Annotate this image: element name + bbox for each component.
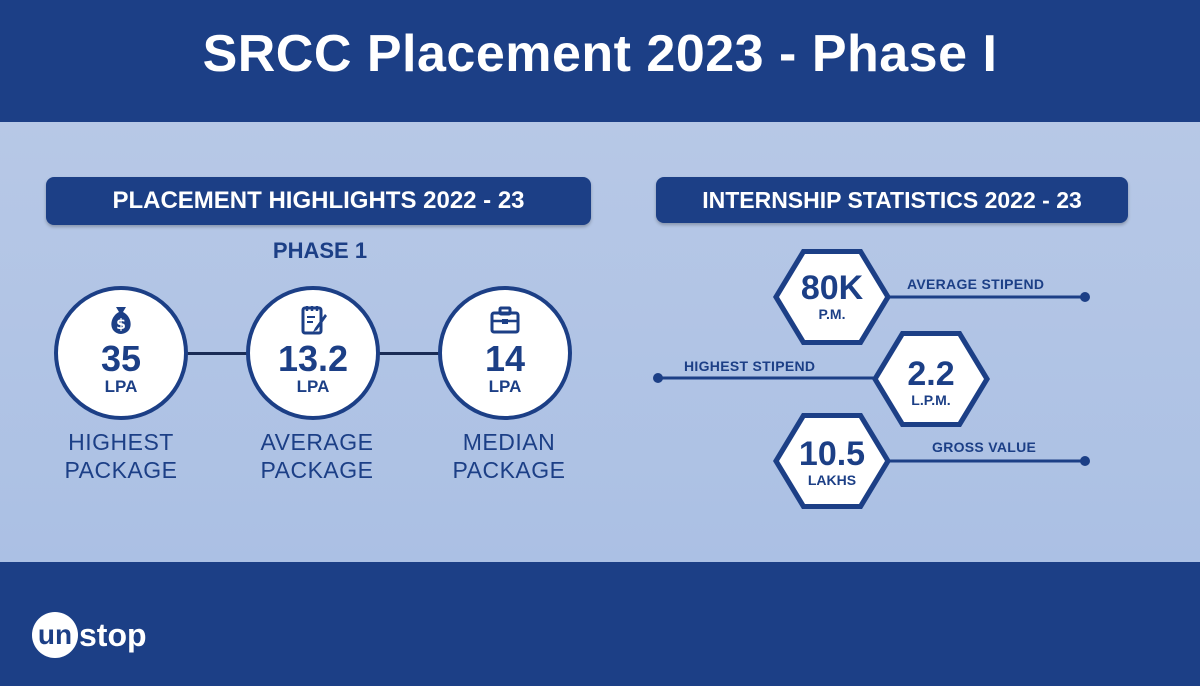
internship-heading: INTERNSHIP STATISTICS 2022 - 23 bbox=[656, 177, 1128, 223]
average-stipend-hex: 80K P.M. bbox=[772, 270, 892, 322]
average-stipend-unit: P.M. bbox=[818, 306, 846, 322]
phase-label: PHASE 1 bbox=[272, 238, 368, 263]
money-bag-icon: $ bbox=[58, 302, 184, 338]
average-package-unit: LPA bbox=[296, 377, 330, 396]
average-stipend-label: AVERAGE STIPEND bbox=[907, 276, 1045, 292]
average-package-caption: AVERAGE PACKAGE bbox=[217, 428, 417, 484]
footer-bar bbox=[0, 562, 1200, 686]
highest-package-circle: $ 35 LPA bbox=[54, 286, 188, 420]
gross-value-hex: 10.5 LAKHS bbox=[772, 436, 892, 488]
svg-text:$: $ bbox=[116, 317, 126, 333]
header-bar: SRCC Placement 2023 - Phase I bbox=[0, 0, 1200, 122]
gross-value-unit: LAKHS bbox=[807, 472, 857, 488]
average-package-circle: 13.2 LPA bbox=[246, 286, 380, 420]
highest-stipend-hex: 2.2 L.P.M. bbox=[871, 356, 991, 408]
caption-line: PACKAGE bbox=[260, 457, 374, 483]
connector-line bbox=[186, 352, 248, 355]
notepad-icon bbox=[250, 302, 376, 338]
highest-package-caption: HIGHEST PACKAGE bbox=[21, 428, 221, 484]
caption-line: AVERAGE bbox=[260, 429, 374, 455]
median-package-value: 14 bbox=[484, 338, 526, 379]
average-stipend-value: 80K bbox=[800, 269, 864, 307]
logo-text: stop bbox=[79, 616, 147, 653]
average-package-value: 13.2 bbox=[277, 338, 349, 379]
median-package-circle: 14 LPA bbox=[438, 286, 572, 420]
caption-line: PACKAGE bbox=[452, 457, 566, 483]
unstop-logo: un stop bbox=[32, 612, 147, 658]
caption-line: PACKAGE bbox=[64, 457, 178, 483]
placement-heading: PLACEMENT HIGHLIGHTS 2022 - 23 bbox=[46, 177, 591, 225]
highest-stipend-value: 2.2 bbox=[907, 355, 955, 393]
hexagon-frame bbox=[872, 331, 990, 427]
page-title: SRCC Placement 2023 - Phase I bbox=[202, 25, 998, 83]
highest-package-value: 35 bbox=[100, 338, 142, 379]
gross-value-value: 10.5 bbox=[798, 435, 866, 473]
median-package-caption: MEDIAN PACKAGE bbox=[409, 428, 609, 484]
gross-value-label: GROSS VALUE bbox=[932, 439, 1037, 455]
highest-stipend-unit: L.P.M. bbox=[911, 392, 951, 408]
logo-badge: un bbox=[32, 612, 78, 658]
connector-line bbox=[378, 352, 440, 355]
hexagon-frame bbox=[773, 249, 891, 345]
highest-stipend-label: HIGHEST STIPEND bbox=[684, 358, 816, 374]
hexagon-frame bbox=[773, 413, 891, 509]
highest-package-unit: LPA bbox=[104, 377, 138, 396]
briefcase-icon bbox=[442, 302, 568, 338]
caption-line: MEDIAN bbox=[462, 429, 556, 455]
median-package-unit: LPA bbox=[488, 377, 522, 396]
caption-line: HIGHEST bbox=[68, 429, 174, 455]
